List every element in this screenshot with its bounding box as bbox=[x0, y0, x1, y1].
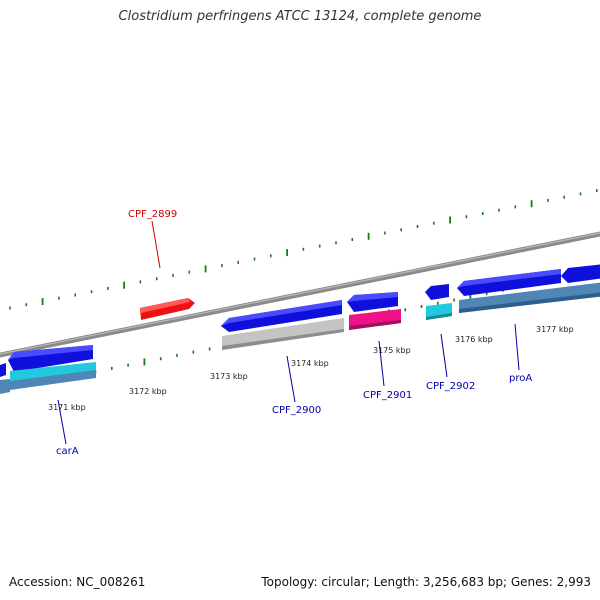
gene-feature-cpf-2901[interactable] bbox=[349, 309, 401, 330]
gene-feature-carA[interactable] bbox=[0, 362, 96, 394]
gene-label-cpf-2902[interactable]: CPF_2902 bbox=[426, 381, 475, 392]
accession-text: Accession: NC_008261 bbox=[9, 575, 146, 589]
tick-label: 3172 kbp bbox=[129, 387, 167, 396]
connector-carA bbox=[57, 399, 67, 445]
gene-label-carA[interactable]: carA bbox=[56, 446, 79, 457]
tick-label: 3171 kbp bbox=[48, 403, 86, 412]
cds-feature-cpf-2901[interactable] bbox=[347, 292, 398, 312]
tick-label: 3173 kbp bbox=[210, 372, 248, 381]
gene-label-cpf-2900[interactable]: CPF_2900 bbox=[272, 405, 321, 416]
connector-cpf-2900 bbox=[286, 355, 296, 403]
genome-backbone bbox=[0, 231, 600, 358]
tick-label: 3174 kbp bbox=[291, 359, 329, 368]
connector-cpf-2899 bbox=[151, 220, 161, 269]
tick-label: 3177 kbp bbox=[536, 325, 574, 334]
cds-feature-cpf-2900[interactable] bbox=[221, 300, 342, 332]
cds-feature-left-edge[interactable] bbox=[0, 363, 6, 377]
outer-tick-ring bbox=[9, 189, 598, 310]
cds-feature-cpf-2902[interactable] bbox=[425, 284, 449, 300]
gene-feature-proA[interactable] bbox=[459, 282, 600, 313]
tick-label: 3176 kbp bbox=[455, 335, 493, 344]
genome-backbone-highlight bbox=[0, 232, 600, 355]
connector-cpf-2901 bbox=[378, 340, 385, 387]
gene-feature-cpf-2900[interactable] bbox=[222, 318, 344, 350]
gene-label-cpf-2901[interactable]: CPF_2901 bbox=[363, 390, 412, 401]
gene-label-cpf-2899[interactable]: CPF_2899 bbox=[128, 209, 177, 220]
map-title: Clostridium perfringens ATCC 13124, comp… bbox=[118, 9, 482, 24]
cds-feature-proA[interactable] bbox=[457, 264, 600, 296]
connector-proA bbox=[514, 323, 520, 371]
topology-summary: Topology: circular; Length: 3,256,683 bp… bbox=[261, 575, 591, 589]
gene-feature-cpf-2902[interactable] bbox=[426, 303, 452, 320]
connector-cpf-2902 bbox=[440, 333, 448, 378]
cds-feature-cpf-2899[interactable] bbox=[140, 298, 195, 320]
gene-label-proA[interactable]: proA bbox=[509, 373, 532, 384]
cds-feature-carA[interactable] bbox=[8, 345, 93, 372]
tick-label: 3175 kbp bbox=[373, 346, 411, 355]
